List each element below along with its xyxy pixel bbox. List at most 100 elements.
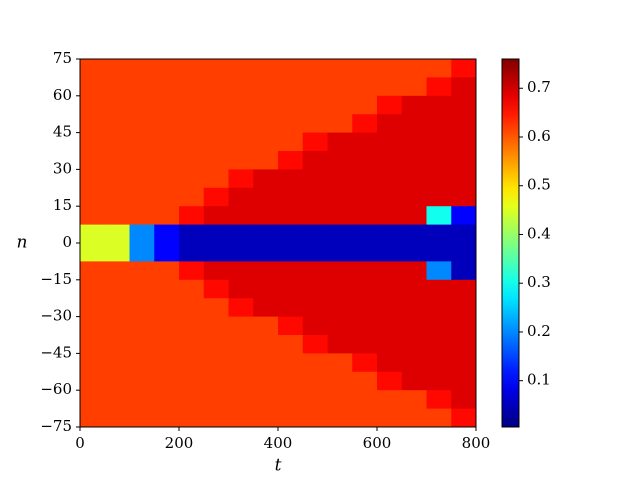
heatmap-cell: [203, 243, 229, 262]
heatmap-cell: [278, 77, 304, 97]
heatmap-cell: [426, 390, 452, 410]
heatmap-cell: [426, 114, 452, 134]
heatmap-cell: [451, 95, 477, 115]
heatmap-cell: [228, 298, 254, 318]
heatmap-cell: [80, 390, 106, 410]
heatmap-cell: [302, 408, 328, 428]
heatmap-cell: [278, 298, 304, 318]
heatmap-cell: [451, 408, 477, 428]
heatmap-cell: [104, 279, 130, 299]
heatmap-cell: [451, 279, 477, 299]
heatmap-cell: [352, 279, 378, 299]
heatmap-cell: [154, 408, 180, 428]
y-tick-label: 0: [62, 233, 72, 251]
heatmap-cell: [228, 353, 254, 373]
heatmap-cell: [203, 261, 229, 281]
heatmap-cell: [352, 187, 378, 207]
x-tick-label: 200: [165, 434, 194, 452]
heatmap-cell: [377, 95, 403, 115]
heatmap-cell: [228, 316, 254, 336]
heatmap-cell: [80, 59, 106, 78]
heatmap-cell: [377, 59, 403, 78]
heatmap-cell: [352, 224, 378, 244]
heatmap-cell: [401, 206, 427, 226]
y-tick-label: −15: [40, 270, 72, 288]
heatmap-cell: [80, 316, 106, 336]
heatmap-cell: [302, 279, 328, 299]
heatmap-cell: [104, 316, 130, 336]
colorbar: [501, 58, 520, 428]
heatmap-cell: [203, 187, 229, 207]
heatmap-cell: [203, 224, 229, 244]
heatmap-cell: [228, 59, 254, 78]
heatmap-cell: [401, 114, 427, 134]
heatmap-cell: [278, 114, 304, 134]
heatmap-cell: [302, 206, 328, 226]
heatmap-cell: [179, 316, 205, 336]
heatmap-cell: [80, 169, 106, 189]
heatmap-cell: [129, 206, 155, 226]
heatmap-cell: [327, 59, 353, 78]
heatmap-cell: [253, 298, 279, 318]
heatmap-cell: [451, 187, 477, 207]
heatmap-cell: [104, 206, 130, 226]
heatmap-cell: [278, 408, 304, 428]
heatmap-cell: [278, 132, 304, 152]
heatmap-cell: [104, 224, 130, 244]
heatmap-cell: [179, 298, 205, 318]
heatmap-cell: [228, 224, 254, 244]
heatmap-cell: [154, 243, 180, 262]
heatmap-cell: [228, 114, 254, 134]
heatmap-cell: [352, 132, 378, 152]
heatmap-cell: [203, 59, 229, 78]
heatmap-cell: [352, 243, 378, 262]
heatmap-cell: [129, 151, 155, 170]
heatmap-cell: [179, 169, 205, 189]
heatmap-cell: [104, 132, 130, 152]
heatmap-cell: [154, 224, 180, 244]
heatmap-cell: [426, 371, 452, 391]
heatmap-cell: [80, 371, 106, 391]
heatmap-cell: [129, 59, 155, 78]
heatmap-cell: [377, 169, 403, 189]
heatmap-cell: [426, 59, 452, 78]
heatmap-cell: [179, 187, 205, 207]
heatmap-cell: [253, 95, 279, 115]
heatmap-cell: [253, 224, 279, 244]
heatmap-cell: [104, 59, 130, 78]
heatmap-cell: [129, 243, 155, 262]
heatmap-cell: [426, 261, 452, 281]
heatmap-cell: [129, 390, 155, 410]
y-tick-label: −75: [40, 417, 72, 435]
heatmap-cell: [203, 95, 229, 115]
colorbar-tick-label: 0.2: [527, 322, 551, 340]
heatmap-cell: [179, 77, 205, 97]
heatmap-cell: [179, 243, 205, 262]
heatmap-cell: [302, 335, 328, 354]
heatmap-cell: [327, 335, 353, 354]
x-tick-label: 400: [264, 434, 293, 452]
heatmap-cell: [278, 59, 304, 78]
heatmap-cell: [327, 243, 353, 262]
heatmap-cell: [327, 353, 353, 373]
heatmap-cell: [426, 132, 452, 152]
heatmap-cell: [203, 408, 229, 428]
heatmap-cell: [327, 316, 353, 336]
heatmap-cell: [302, 224, 328, 244]
heatmap-cell: [401, 243, 427, 262]
heatmap-cell: [278, 279, 304, 299]
heatmap-cell: [377, 371, 403, 391]
heatmap-cell: [426, 169, 452, 189]
heatmap-cell: [80, 151, 106, 170]
heatmap-cell: [154, 390, 180, 410]
heatmap-cell: [228, 206, 254, 226]
heatmap-cell: [451, 316, 477, 336]
heatmap-cell: [179, 371, 205, 391]
heatmap-cell: [451, 151, 477, 170]
heatmap-cell: [401, 95, 427, 115]
heatmap-cell: [154, 298, 180, 318]
heatmap-cell: [228, 371, 254, 391]
heatmap-cell: [327, 371, 353, 391]
heatmap-cell: [154, 59, 180, 78]
heatmap-cell: [426, 151, 452, 170]
